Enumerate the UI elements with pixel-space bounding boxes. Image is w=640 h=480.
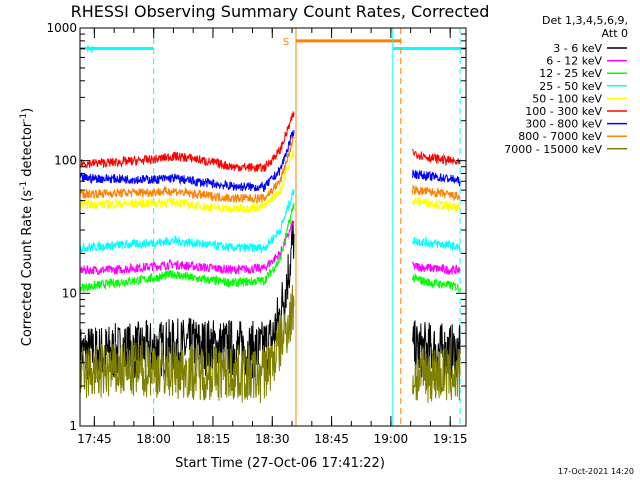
x-axis: 17:45 18:00 18:15 18:30 18:45 19:00 19:15 [77, 28, 467, 446]
y-tick-label: 10 [62, 286, 77, 300]
series-6 [80, 130, 461, 193]
series-8 [80, 284, 461, 404]
series-line [80, 136, 295, 204]
series-5 [80, 111, 461, 173]
plot-frame [79, 27, 467, 427]
series-line [412, 272, 461, 293]
y-tick-label: 100 [54, 154, 77, 168]
legend-item-label: 800 - 7000 keV [518, 130, 602, 143]
series-4 [80, 150, 461, 214]
x-axis-label: Start Time (27-Oct-06 17:41:22) [175, 456, 385, 471]
x-tick-label: 18:15 [196, 432, 231, 446]
series-line [412, 197, 461, 213]
x-tick-label: 19:00 [374, 432, 409, 446]
series-7 [80, 136, 461, 204]
x-tick-label: 18:45 [314, 432, 349, 446]
legend-item-label: 100 - 300 keV [525, 105, 602, 118]
y-axis-label-exp1: -1 [19, 181, 29, 190]
series-line [80, 130, 295, 193]
y-tick-label: 1000 [46, 21, 77, 35]
series-2 [80, 202, 461, 293]
series-line [80, 189, 295, 254]
y-axis-label-end: ) [20, 108, 35, 113]
y-axis: 1 10 100 1000 [46, 21, 466, 433]
legend-header-line1: Det 1,3,4,5,6,9, [542, 14, 628, 27]
x-tick-label: 18:00 [136, 432, 171, 446]
y-axis-label-mid: detector [20, 121, 35, 181]
series-line [412, 346, 461, 403]
series-line [80, 150, 295, 214]
x-tick-label: 18:30 [255, 432, 290, 446]
series-3 [80, 189, 461, 254]
x-tick-label: 19:15 [433, 432, 468, 446]
y-axis-label: Corrected Count Rate (s-1 detector-1) [19, 108, 35, 346]
legend-item-label: 50 - 100 keV [532, 92, 602, 105]
series-line [80, 202, 295, 293]
y-axis-label-main: Corrected Count Rate (s [20, 190, 35, 347]
series-line [412, 169, 461, 188]
legend-item-label: 300 - 800 keV [525, 118, 602, 131]
legend-item-label: 12 - 25 keV [539, 67, 602, 80]
series-1 [80, 220, 461, 276]
y-tick-label: 1 [69, 419, 77, 433]
series-layer [80, 111, 461, 404]
legend-item-label: 7000 - 15000 keV [504, 143, 602, 156]
legend-item-label: 3 - 6 keV [553, 42, 602, 55]
flag-label: N [86, 45, 93, 56]
series-line [412, 183, 461, 202]
legend-header-line2: Att 0 [602, 27, 628, 40]
series-line [80, 111, 295, 173]
series-line [80, 220, 295, 384]
y-axis-label-exp2: -1 [19, 113, 29, 122]
chart-title: RHESSI Observing Summary Count Rates, Co… [71, 2, 490, 21]
flag-label: S [283, 37, 289, 48]
timestamp: 17-Oct-2021 14:20 [558, 467, 634, 476]
series-line [412, 236, 461, 252]
series-line [412, 261, 461, 275]
legend-item-label: 25 - 50 keV [539, 80, 602, 93]
legend-item-label: 6 - 12 keV [546, 55, 602, 68]
series-line [412, 148, 461, 167]
series-line [80, 284, 295, 404]
series-line [80, 220, 295, 276]
x-tick-label: 17:45 [77, 432, 112, 446]
